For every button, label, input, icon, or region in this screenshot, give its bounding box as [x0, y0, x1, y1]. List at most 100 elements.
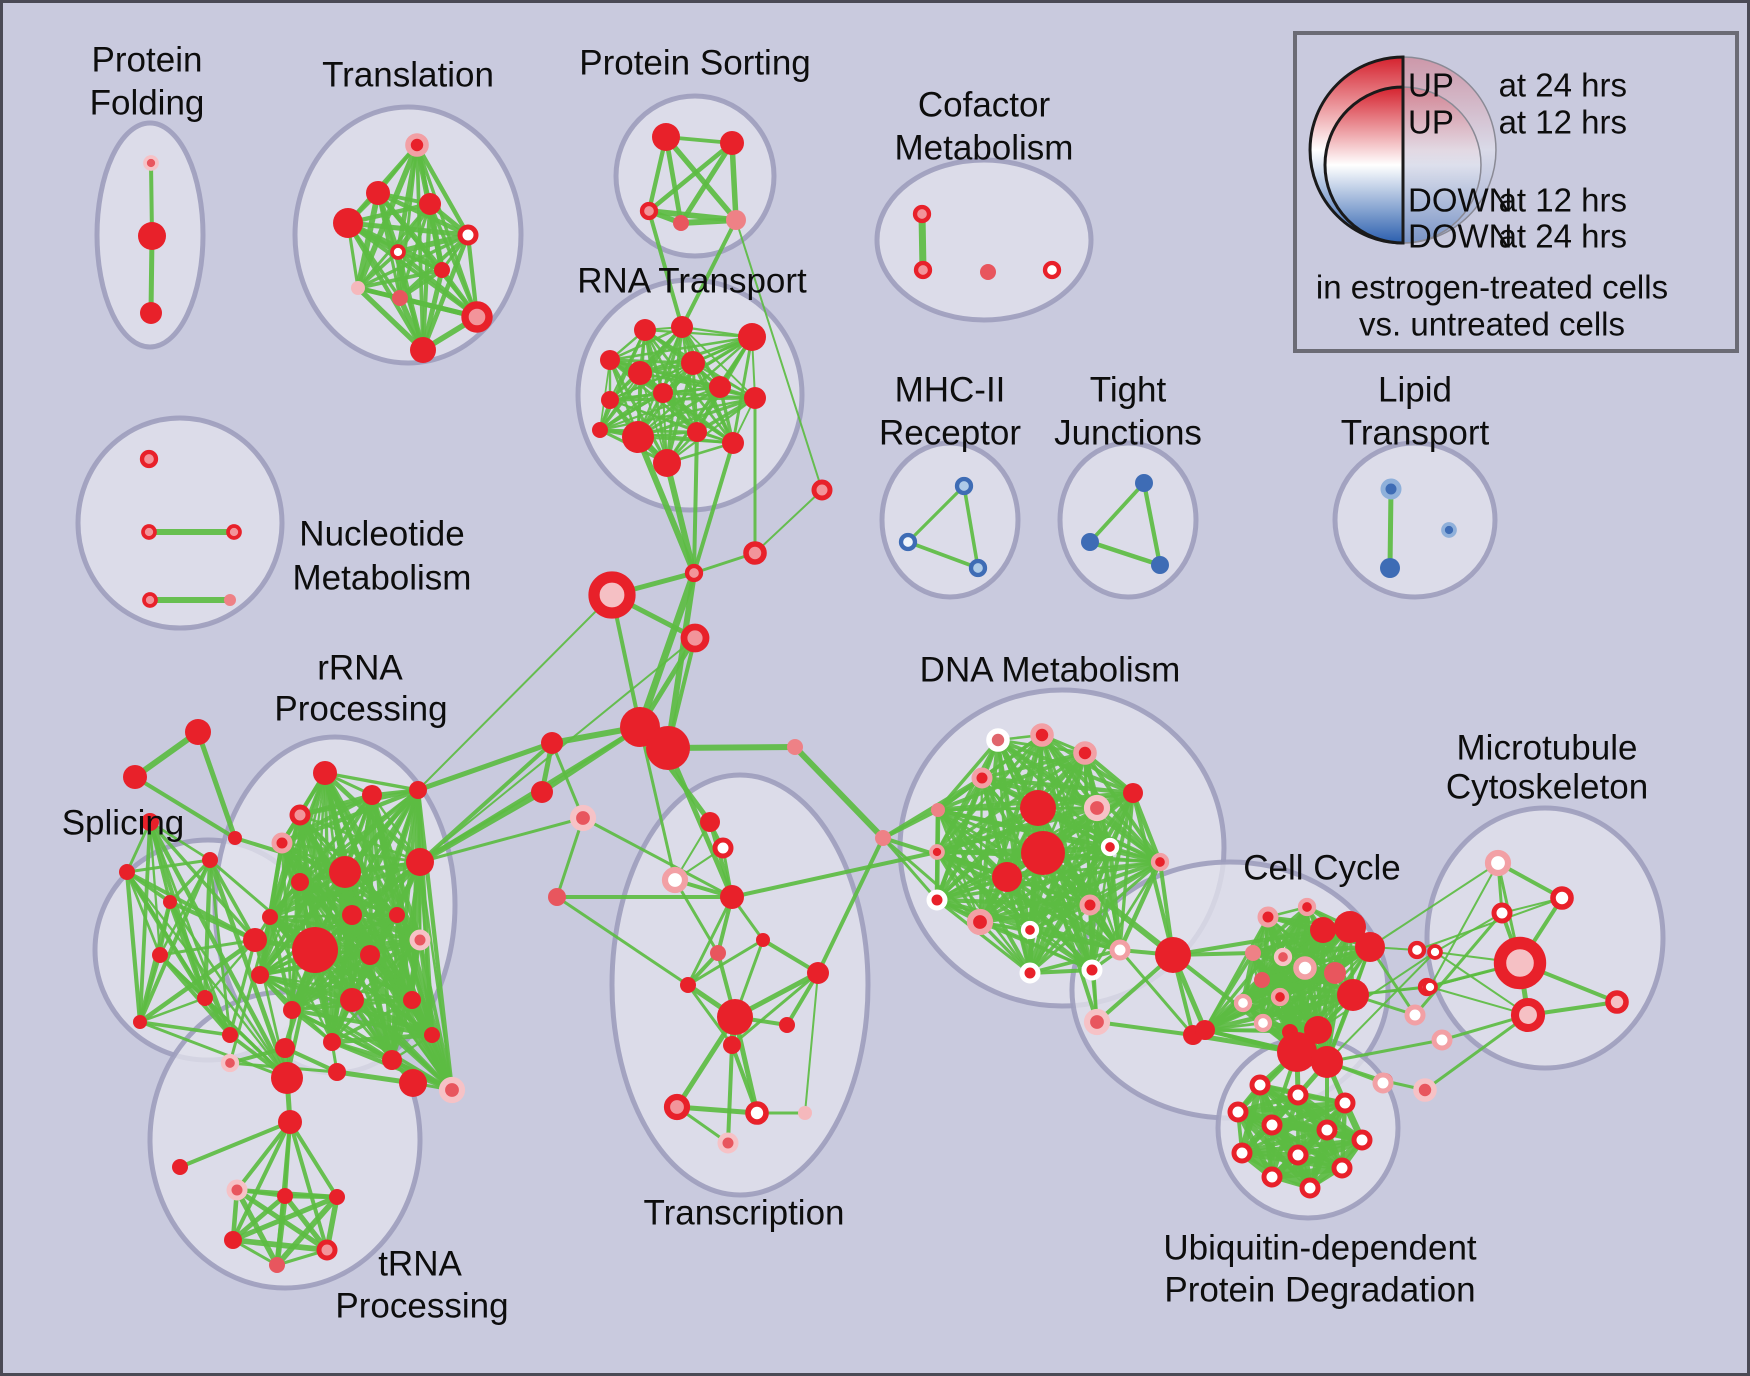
gene-node[interactable]: [292, 927, 338, 973]
gene-node[interactable]: [172, 1159, 188, 1175]
gene-node[interactable]: [1331, 1157, 1353, 1179]
gene-node[interactable]: [1550, 886, 1574, 910]
gene-node[interactable]: [1310, 917, 1336, 943]
gene-node[interactable]: [438, 1076, 466, 1104]
gene-node[interactable]: [328, 1063, 346, 1081]
gene-node[interactable]: [968, 558, 988, 578]
gene-node[interactable]: [277, 1188, 293, 1204]
gene-node[interactable]: [405, 133, 429, 157]
gene-node[interactable]: [913, 260, 933, 280]
gene-node[interactable]: [424, 1027, 440, 1043]
gene-node[interactable]: [1299, 1177, 1321, 1199]
gene-node[interactable]: [673, 215, 689, 231]
gene-node[interactable]: [1100, 837, 1120, 857]
gene-node[interactable]: [600, 350, 620, 370]
gene-node[interactable]: [406, 848, 434, 876]
gene-node[interactable]: [723, 1036, 741, 1054]
gene-node[interactable]: [1081, 533, 1099, 551]
gene-node[interactable]: [197, 990, 213, 1006]
gene-node[interactable]: [1249, 1074, 1271, 1096]
gene-node[interactable]: [1019, 962, 1041, 984]
gene-node[interactable]: [1484, 849, 1512, 877]
gene-node[interactable]: [1073, 741, 1097, 765]
gene-node[interactable]: [409, 929, 431, 951]
gene-node[interactable]: [141, 813, 159, 831]
gene-node[interactable]: [351, 281, 365, 295]
gene-node[interactable]: [1123, 783, 1143, 803]
gene-node[interactable]: [646, 726, 690, 770]
gene-node[interactable]: [1404, 1004, 1426, 1026]
gene-node[interactable]: [700, 812, 720, 832]
gene-node[interactable]: [720, 885, 744, 909]
gene-node[interactable]: [329, 1189, 345, 1205]
gene-node[interactable]: [601, 391, 619, 409]
gene-node[interactable]: [1293, 956, 1317, 980]
gene-node[interactable]: [1351, 1129, 1373, 1151]
gene-node[interactable]: [1422, 979, 1438, 995]
gene-node[interactable]: [929, 844, 945, 860]
gene-node[interactable]: [366, 181, 390, 205]
gene-node[interactable]: [971, 767, 993, 789]
gene-node[interactable]: [1441, 522, 1457, 538]
gene-node[interactable]: [798, 1106, 812, 1120]
gene-node[interactable]: [931, 803, 945, 817]
gene-node[interactable]: [1195, 1020, 1215, 1040]
gene-node[interactable]: [531, 781, 553, 803]
gene-node[interactable]: [226, 524, 242, 540]
gene-node[interactable]: [653, 449, 681, 477]
gene-node[interactable]: [898, 532, 918, 552]
gene-node[interactable]: [457, 224, 479, 246]
gene-node[interactable]: [271, 832, 293, 854]
gene-node[interactable]: [392, 290, 408, 306]
gene-node[interactable]: [142, 592, 158, 608]
gene-node[interactable]: [1233, 993, 1253, 1013]
gene-node[interactable]: [220, 1053, 240, 1073]
gene-node[interactable]: [548, 888, 566, 906]
gene-node[interactable]: [143, 155, 159, 171]
gene-node[interactable]: [787, 739, 803, 755]
gene-node[interactable]: [271, 1062, 303, 1094]
gene-node[interactable]: [671, 316, 693, 338]
gene-node[interactable]: [680, 623, 710, 653]
gene-node[interactable]: [720, 131, 744, 155]
gene-node[interactable]: [652, 123, 680, 151]
gene-node[interactable]: [243, 928, 267, 952]
gene-node[interactable]: [1304, 1016, 1332, 1044]
gene-node[interactable]: [709, 376, 731, 398]
gene-node[interactable]: [1427, 944, 1443, 960]
gene-node[interactable]: [1334, 911, 1366, 943]
gene-node[interactable]: [1380, 478, 1402, 500]
gene-node[interactable]: [140, 302, 162, 324]
gene-node[interactable]: [745, 1101, 769, 1125]
gene-node[interactable]: [1324, 962, 1346, 984]
gene-node[interactable]: [653, 383, 673, 403]
gene-node[interactable]: [1287, 1144, 1309, 1166]
gene-node[interactable]: [811, 479, 833, 501]
gene-node[interactable]: [390, 244, 406, 260]
gene-node[interactable]: [360, 945, 380, 965]
gene-node[interactable]: [717, 999, 753, 1035]
gene-node[interactable]: [1155, 937, 1191, 973]
gene-node[interactable]: [123, 765, 147, 789]
gene-node[interactable]: [251, 966, 269, 984]
gene-node[interactable]: [202, 852, 218, 868]
gene-node[interactable]: [1316, 1119, 1338, 1141]
gene-node[interactable]: [717, 1132, 739, 1154]
gene-node[interactable]: [1020, 790, 1056, 826]
gene-node[interactable]: [743, 541, 767, 565]
gene-node[interactable]: [680, 977, 696, 993]
gene-node[interactable]: [163, 895, 177, 909]
gene-node[interactable]: [291, 873, 309, 891]
gene-node[interactable]: [1151, 556, 1169, 574]
gene-node[interactable]: [333, 208, 363, 238]
gene-node[interactable]: [980, 264, 996, 280]
gene-node[interactable]: [141, 524, 157, 540]
gene-node[interactable]: [362, 785, 382, 805]
gene-node[interactable]: [1083, 794, 1111, 822]
gene-node[interactable]: [1372, 1072, 1394, 1094]
gene-node[interactable]: [1334, 1092, 1356, 1114]
gene-node[interactable]: [634, 319, 656, 341]
gene-node[interactable]: [1109, 939, 1131, 961]
gene-node[interactable]: [1030, 723, 1054, 747]
gene-node[interactable]: [875, 830, 891, 846]
